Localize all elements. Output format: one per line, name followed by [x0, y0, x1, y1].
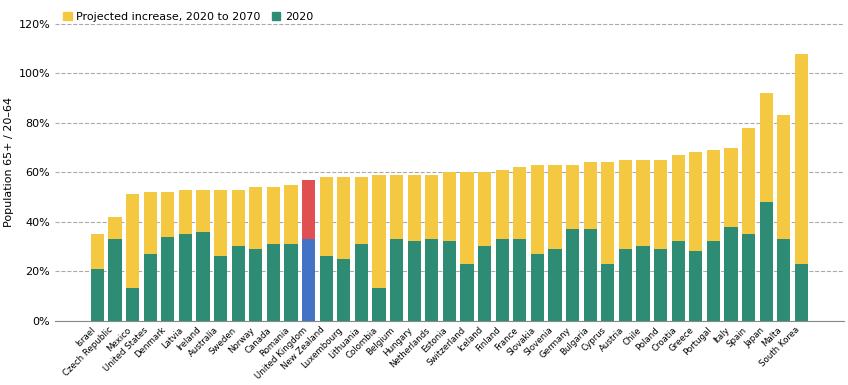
Bar — [495, 239, 509, 321]
Bar — [495, 170, 509, 239]
Bar — [372, 175, 386, 288]
Bar — [197, 231, 209, 321]
Bar — [179, 189, 192, 234]
Bar — [425, 239, 438, 321]
Bar — [601, 264, 615, 321]
Bar — [460, 172, 473, 264]
Bar — [531, 165, 544, 254]
Bar — [143, 254, 157, 321]
Bar — [760, 93, 773, 202]
Bar — [672, 241, 685, 321]
Bar — [143, 192, 157, 254]
Bar — [354, 244, 368, 321]
Bar — [549, 249, 561, 321]
Bar — [513, 167, 527, 239]
Bar — [197, 189, 209, 231]
Bar — [161, 192, 175, 236]
Bar — [566, 229, 579, 321]
Bar — [126, 288, 139, 321]
Bar — [478, 172, 491, 246]
Bar — [249, 187, 262, 249]
Bar — [109, 217, 121, 239]
Bar — [284, 184, 298, 244]
Bar — [232, 189, 245, 246]
Bar — [742, 128, 756, 234]
Bar — [636, 160, 650, 246]
Legend: Projected increase, 2020 to 2070, 2020: Projected increase, 2020 to 2070, 2020 — [60, 10, 315, 24]
Bar — [566, 165, 579, 229]
Bar — [513, 239, 527, 321]
Bar — [706, 150, 720, 241]
Bar — [478, 246, 491, 321]
Bar — [267, 244, 280, 321]
Bar — [320, 177, 332, 256]
Bar — [619, 249, 632, 321]
Bar — [636, 246, 650, 321]
Bar — [179, 234, 192, 321]
Bar — [777, 239, 790, 321]
Bar — [531, 254, 544, 321]
Bar — [795, 54, 808, 264]
Bar — [232, 246, 245, 321]
Bar — [109, 239, 121, 321]
Bar — [425, 175, 438, 239]
Bar — [742, 234, 756, 321]
Bar — [214, 189, 227, 256]
Bar — [672, 155, 685, 241]
Bar — [390, 175, 403, 239]
Bar — [619, 160, 632, 249]
Bar — [408, 175, 421, 241]
Bar — [760, 202, 773, 321]
Bar — [689, 251, 702, 321]
Bar — [583, 229, 597, 321]
Bar — [302, 180, 315, 239]
Bar — [320, 256, 332, 321]
Bar — [354, 177, 368, 244]
Bar — [126, 194, 139, 288]
Bar — [549, 165, 561, 249]
Bar — [724, 227, 738, 321]
Bar — [443, 172, 456, 241]
Bar — [583, 162, 597, 229]
Bar — [91, 234, 104, 269]
Bar — [214, 256, 227, 321]
Bar — [654, 160, 667, 249]
Bar — [724, 147, 738, 227]
Bar — [795, 264, 808, 321]
Bar — [443, 241, 456, 321]
Bar — [161, 236, 175, 321]
Bar — [267, 187, 280, 244]
Bar — [302, 239, 315, 321]
Bar — [689, 152, 702, 251]
Bar — [601, 162, 615, 264]
Bar — [460, 264, 473, 321]
Bar — [654, 249, 667, 321]
Bar — [777, 116, 790, 239]
Bar — [91, 269, 104, 321]
Bar — [706, 241, 720, 321]
Bar — [408, 241, 421, 321]
Bar — [249, 249, 262, 321]
Bar — [338, 259, 350, 321]
Bar — [390, 239, 403, 321]
Y-axis label: Population 65+ / 20–64: Population 65+ / 20–64 — [4, 97, 14, 228]
Bar — [284, 244, 298, 321]
Bar — [372, 288, 386, 321]
Bar — [338, 177, 350, 259]
